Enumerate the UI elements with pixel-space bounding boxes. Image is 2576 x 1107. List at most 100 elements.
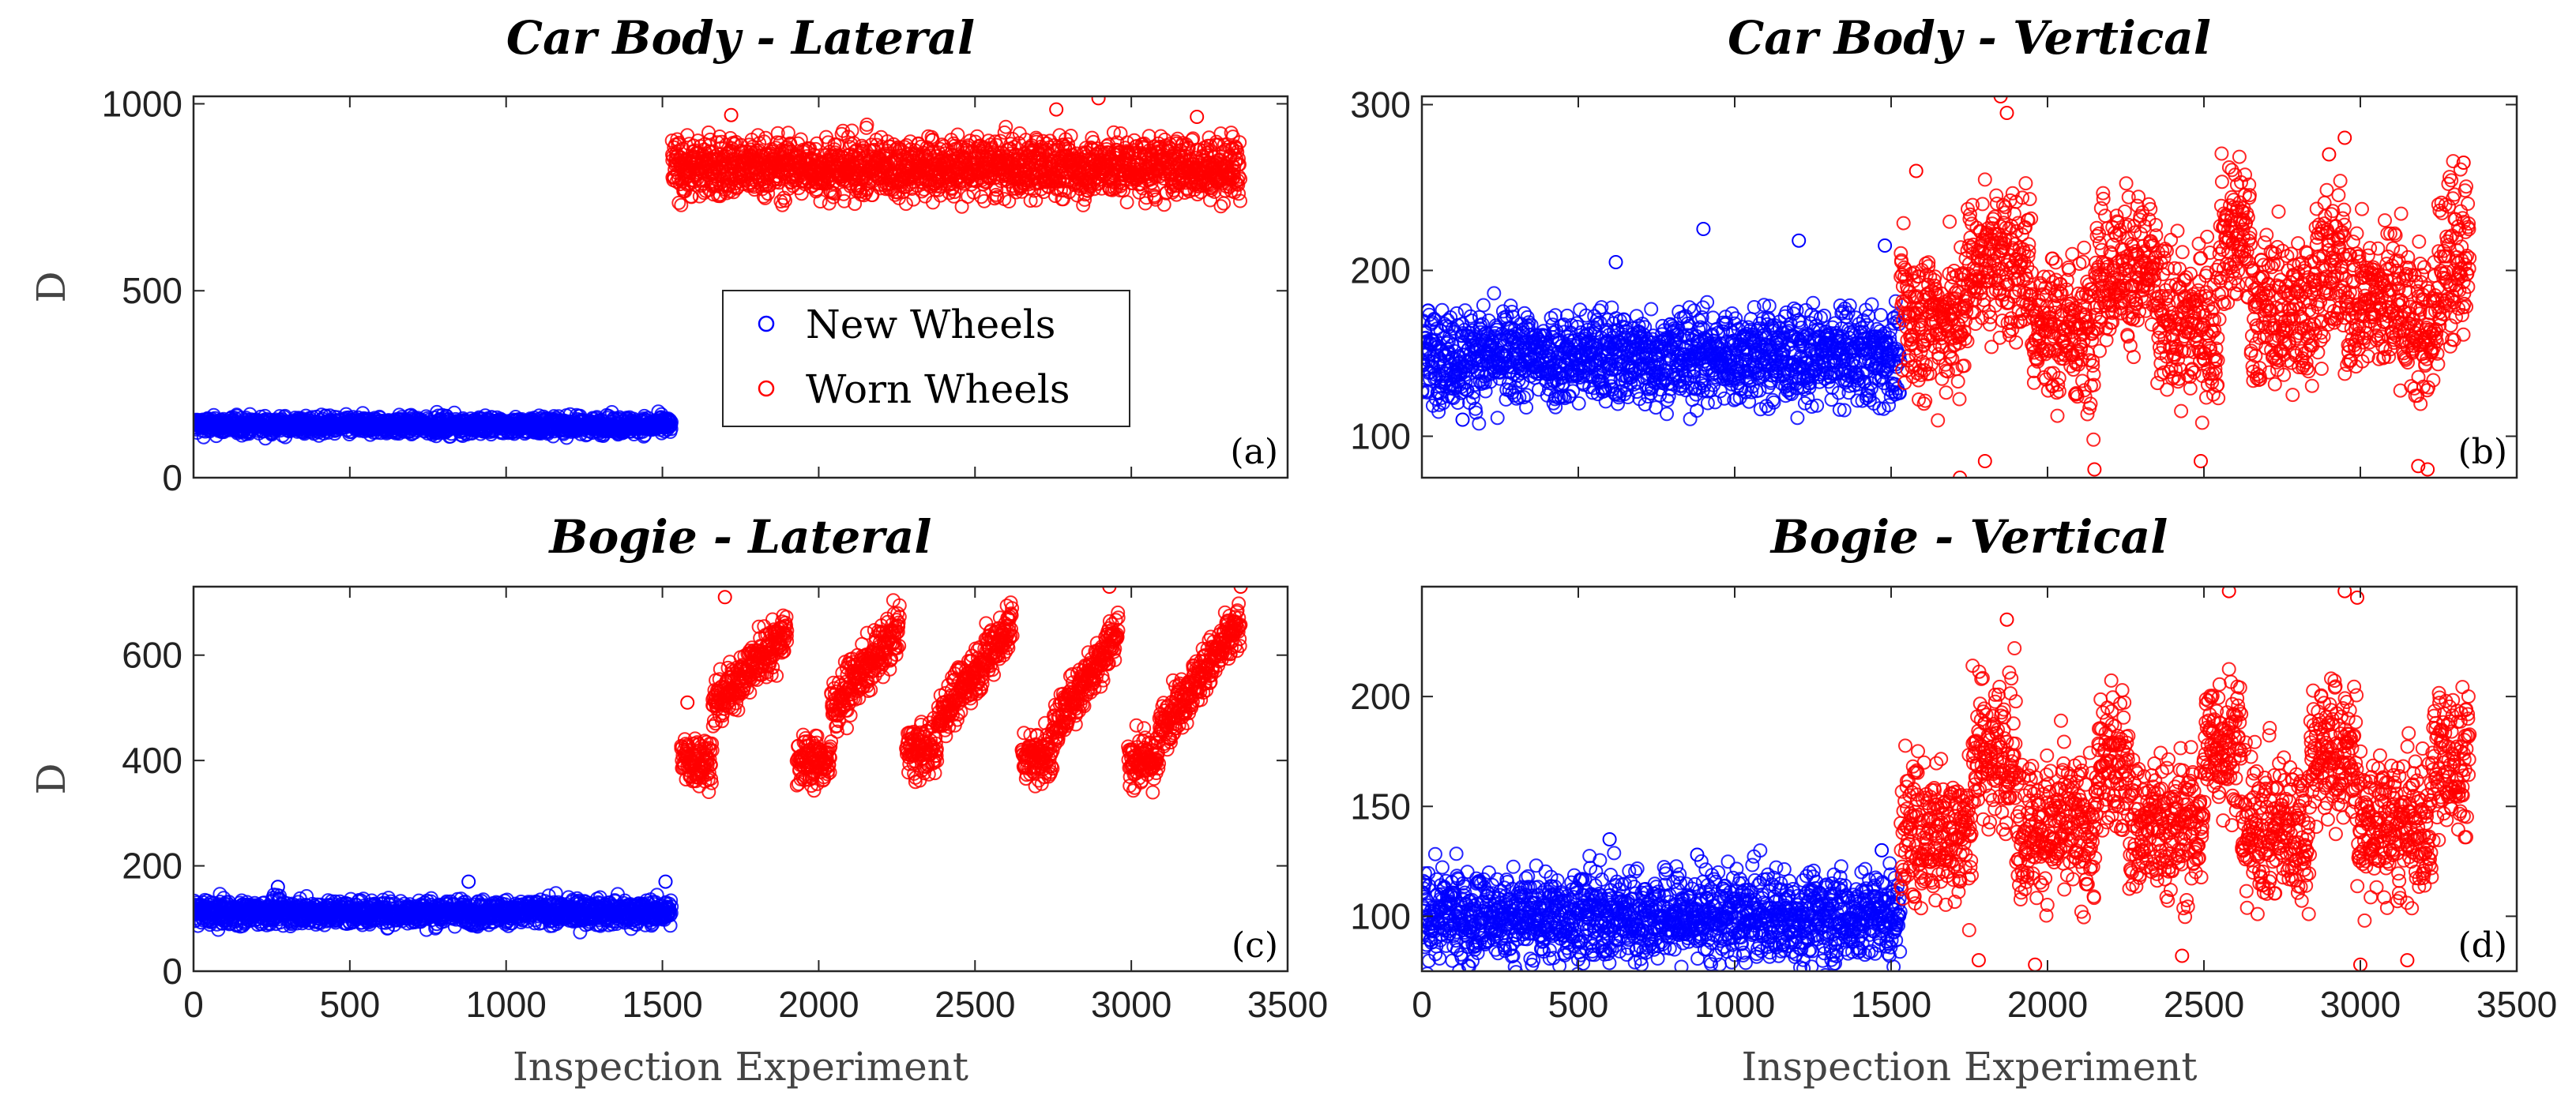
data-point: [1635, 317, 1650, 332]
data-point: [1806, 295, 1821, 310]
data-point: [1113, 126, 1128, 141]
data-point: [1476, 298, 1491, 313]
data-point: [1810, 398, 1825, 413]
data-point: [1063, 129, 1078, 143]
data-point: [671, 195, 686, 210]
data-point: [1841, 306, 1856, 321]
series-new-wheels: [194, 404, 679, 446]
data-point: [1119, 195, 1134, 210]
data-point: [1615, 327, 1630, 342]
data-point: [1872, 401, 1887, 416]
data-point: [1804, 400, 1819, 414]
data-point: [1894, 253, 1908, 268]
data-point: [1690, 403, 1704, 418]
data-point: [1890, 308, 1905, 323]
chart-title: Car Body - Lateral: [506, 11, 975, 65]
data-point: [1792, 315, 1807, 330]
data-point: [1914, 320, 1929, 335]
data-point: [1750, 324, 1764, 338]
data-point: [1649, 400, 1664, 415]
data-point: [1517, 306, 1532, 321]
data-point: [1548, 308, 1563, 323]
data-point: [1892, 317, 1907, 332]
data-point: [1503, 298, 1518, 313]
data-point: [1752, 383, 1767, 398]
data-point: [663, 413, 678, 428]
data-point: [1832, 402, 1847, 417]
data-point: [1852, 317, 1867, 332]
y-tick-label: 500: [122, 270, 182, 311]
data-point: [1465, 391, 1480, 406]
data-point: [1190, 110, 1205, 124]
data-point: [1800, 391, 1815, 405]
data-point: [810, 136, 824, 151]
data-point: [1594, 300, 1609, 315]
data-point: [1735, 320, 1750, 335]
data-point: [1728, 311, 1743, 326]
data-point: [1762, 298, 1777, 313]
data-point: [1670, 328, 1685, 343]
data-point: [1566, 384, 1581, 399]
data-point: [1644, 302, 1659, 317]
series-new-wheels: [1422, 222, 1908, 431]
data-point: [1744, 385, 1759, 400]
series-worn-wheels: [664, 96, 1248, 214]
data-point: [1132, 185, 1147, 200]
data-point: [1006, 140, 1021, 155]
data-point: [1106, 125, 1121, 140]
data-point: [1896, 216, 1911, 231]
data-point: [770, 126, 785, 141]
y-axis-label: D: [28, 271, 74, 302]
data-point: [1502, 355, 1517, 369]
data-point: [1766, 395, 1781, 410]
data-point: [1893, 246, 1908, 261]
data-point: [1516, 390, 1531, 405]
data-point: [1817, 308, 1832, 323]
data-point: [1694, 310, 1709, 325]
data-point: [1455, 412, 1470, 427]
axes-frame: [192, 95, 1289, 479]
data-point: [1076, 197, 1091, 212]
data-point: [1589, 313, 1604, 328]
data-point: [1638, 397, 1653, 412]
data-point: [1696, 222, 1711, 236]
data-point: [1422, 307, 1437, 322]
data-point: [1641, 389, 1656, 404]
data-point: [1446, 391, 1461, 405]
data-point: [1863, 381, 1878, 396]
data-point: [671, 137, 686, 152]
data-point: [1864, 297, 1879, 312]
data-point: [1487, 286, 1502, 301]
data-point: [1700, 295, 1715, 310]
data-point: [1559, 308, 1574, 323]
scatter-points: [194, 96, 1248, 446]
data-point: [1023, 193, 1038, 208]
data-point: [1718, 310, 1733, 325]
data-point: [856, 141, 871, 156]
data-point: [1671, 321, 1686, 336]
data-point: [1232, 157, 1247, 172]
data-point: [1747, 300, 1762, 314]
data-point: [827, 186, 842, 201]
data-point: [1429, 371, 1444, 385]
data-point: [1831, 385, 1846, 400]
data-point: [898, 197, 913, 212]
data-point: [1439, 336, 1454, 351]
data-point: [1608, 255, 1623, 269]
data-point: [1902, 289, 1917, 304]
data-point: [1002, 194, 1017, 208]
data-point: [1469, 405, 1484, 420]
data-point: [1790, 411, 1805, 426]
y-tick-label: 1000: [102, 83, 182, 124]
series-worn-wheels: [1893, 96, 2477, 478]
data-point: [1091, 96, 1106, 106]
data-point: [1233, 171, 1248, 186]
data-point: [1512, 390, 1527, 405]
data-point: [813, 194, 828, 209]
data-point: [998, 119, 1013, 134]
scatter-points: [1422, 96, 2477, 478]
panel-label: (a): [1230, 432, 1278, 472]
data-point: [1892, 348, 1907, 363]
data-point: [859, 117, 874, 132]
